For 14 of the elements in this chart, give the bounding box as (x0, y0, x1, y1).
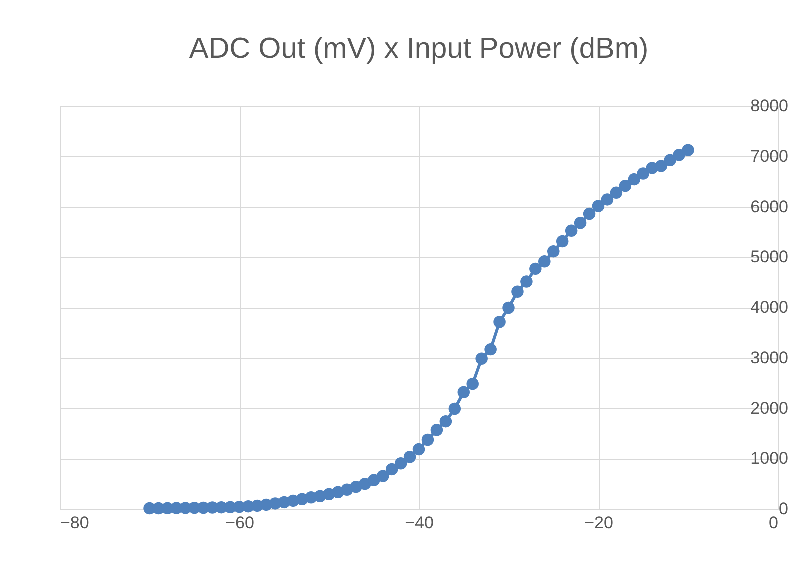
x-tick-label: −60 (226, 514, 254, 532)
y-tick-label: 2000 (750, 398, 788, 418)
y-tick-label: 0 (779, 500, 788, 518)
y-tick-label: 1000 (750, 449, 788, 468)
x-tick-label: −80 (60, 514, 90, 532)
y-tick-label: 6000 (750, 197, 788, 216)
chart-title: ADC Out (mV) x Input Power (dBm) (189, 33, 649, 65)
y-tick-label: 8000 (750, 96, 788, 116)
y-tick-label: 4000 (750, 298, 788, 317)
x-tick-label: −40 (405, 514, 434, 532)
x-tick-label: −20 (584, 514, 614, 532)
y-tick-label: 3000 (750, 348, 788, 368)
y-tick-label: 5000 (750, 248, 788, 267)
y-tick-label: 7000 (750, 146, 788, 166)
